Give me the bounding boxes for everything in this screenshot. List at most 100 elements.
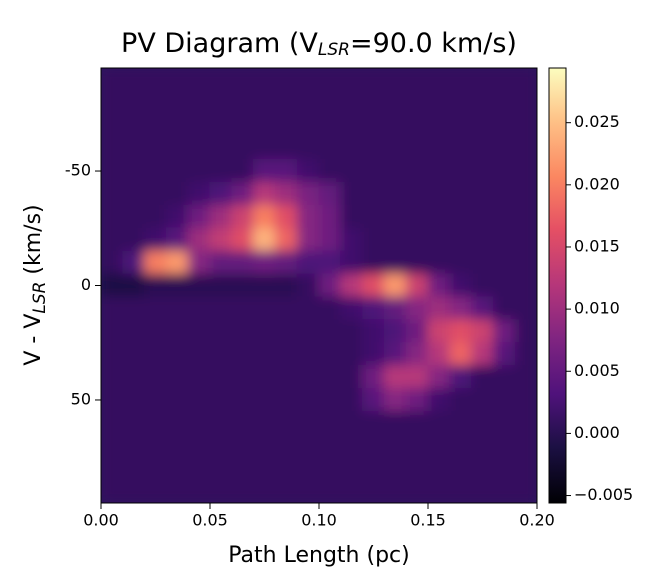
heatmap-cell (362, 204, 385, 229)
heatmap-cell (514, 204, 537, 229)
colorbar-tick-label: 0.015 (574, 236, 620, 255)
heatmap-cell (296, 159, 320, 183)
heatmap-cell (144, 296, 167, 321)
heatmap-cell (122, 181, 146, 206)
heatmap-cell (318, 181, 342, 206)
heatmap-cell (101, 113, 124, 138)
heatmap-cell (253, 365, 276, 390)
heatmap-cell (383, 342, 407, 367)
heatmap-cell (231, 342, 255, 367)
heatmap-cell (144, 181, 167, 206)
heatmap-cell (362, 159, 385, 183)
heatmap-cell (144, 319, 167, 344)
heatmap-cell (362, 456, 385, 481)
heatmap-cell (471, 296, 494, 321)
heatmap-cell (231, 136, 255, 161)
heatmap-cell (340, 410, 364, 435)
heatmap-cell (231, 365, 255, 390)
heatmap-cell (492, 90, 516, 115)
heatmap-cell (144, 342, 167, 367)
heatmap-cell (427, 68, 451, 92)
heatmap-cell (274, 250, 298, 275)
heatmap-cell (122, 136, 146, 161)
heatmap-cell (318, 159, 342, 183)
heatmap-cell (383, 68, 407, 92)
heatmap-cell (427, 159, 451, 183)
heatmap-cell (209, 365, 233, 390)
heatmap-cell (471, 250, 494, 275)
heatmap-cell (101, 342, 124, 367)
heatmap-cell (274, 319, 298, 344)
heatmap-cell (340, 388, 364, 412)
heatmap-cell (296, 479, 320, 503)
heatmap-cell (514, 319, 537, 344)
heatmap-cell (209, 136, 233, 161)
heatmap-cell (449, 113, 473, 138)
heatmap-cell (274, 342, 298, 367)
heatmap-cell (231, 456, 255, 481)
heatmap-cell (318, 342, 342, 367)
heatmap-cell (165, 159, 189, 183)
heatmap (101, 68, 537, 503)
x-tick-label: 0.15 (410, 511, 446, 530)
heatmap-cell (165, 227, 189, 252)
heatmap-cell (144, 433, 167, 458)
y-tick-label: -50 (65, 161, 91, 180)
heatmap-cell (274, 90, 298, 115)
heatmap-cell (362, 250, 385, 275)
heatmap-cell (122, 159, 146, 183)
heatmap-cell (187, 113, 211, 138)
heatmap-cell (383, 296, 407, 321)
heatmap-cell (231, 296, 255, 321)
heatmap-cell (318, 90, 342, 115)
heatmap-cell (165, 433, 189, 458)
heatmap-cell (209, 456, 233, 481)
title-subscript: LSR (318, 40, 350, 60)
heatmap-cell (514, 433, 537, 458)
heatmap-cell (405, 68, 429, 92)
heatmap-cell (296, 181, 320, 206)
heatmap-cell (427, 90, 451, 115)
heatmap-cell (274, 479, 298, 503)
heatmap-cell (101, 68, 124, 92)
heatmap-cell (340, 479, 364, 503)
heatmap-cell (405, 136, 429, 161)
heatmap-cell (318, 456, 342, 481)
heatmap-cell (471, 90, 494, 115)
heatmap-cell (253, 410, 276, 435)
heatmap-cell (340, 227, 364, 252)
heatmap-cell (253, 227, 276, 252)
heatmap-cell (296, 319, 320, 344)
heatmap-cell (187, 433, 211, 458)
heatmap-cell (187, 159, 211, 183)
heatmap-cell (144, 159, 167, 183)
heatmap-cell (122, 113, 146, 138)
heatmap-cell (144, 250, 167, 275)
heatmap-cell (405, 227, 429, 252)
heatmap-cell (274, 227, 298, 252)
heatmap-cell (514, 410, 537, 435)
heatmap-cell (101, 479, 124, 503)
heatmap-cell (362, 388, 385, 412)
heatmap-cell (492, 433, 516, 458)
heatmap-cell (101, 90, 124, 115)
heatmap-cell (340, 273, 364, 298)
heatmap-cell (253, 273, 276, 298)
heatmap-cell (449, 388, 473, 412)
heatmap-cell (122, 456, 146, 481)
heatmap-cell (405, 181, 429, 206)
heatmap-cell (471, 113, 494, 138)
heatmap-cell (318, 250, 342, 275)
heatmap-cell (405, 296, 429, 321)
heatmap-cell (209, 296, 233, 321)
heatmap-cell (471, 433, 494, 458)
y-tick-label: 0 (81, 275, 91, 294)
heatmap-cell (449, 136, 473, 161)
heatmap-cell (514, 250, 537, 275)
heatmap-cell (471, 159, 494, 183)
heatmap-cell (231, 479, 255, 503)
colorbar-tick-label: 0.020 (574, 174, 620, 193)
heatmap-cell (165, 68, 189, 92)
heatmap-cell (449, 250, 473, 275)
heatmap-cell (514, 273, 537, 298)
